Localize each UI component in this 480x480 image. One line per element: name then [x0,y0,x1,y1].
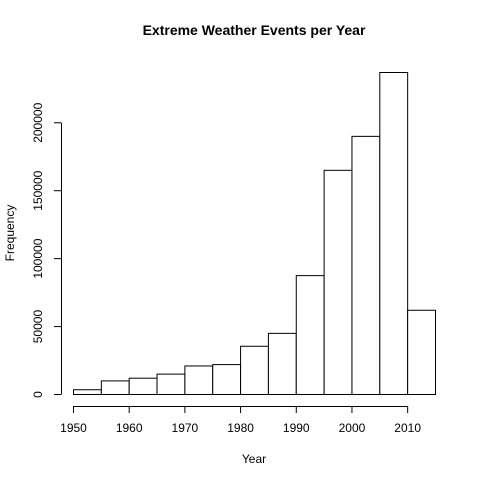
x-tick-label: 2000 [339,421,366,435]
x-tick-label: 1960 [116,421,143,435]
histogram-bar [128,377,158,395]
x-tick-label: 1970 [172,421,199,435]
histogram-bar [379,72,409,395]
x-axis: 1950 1960 1970 1980 1990 2000 2010 [60,406,421,435]
histogram-bar [267,332,297,395]
histogram-bar [295,275,325,395]
x-tick-label: 2010 [394,421,421,435]
x-axis-label: Year [242,452,266,466]
y-tick-label: 50000 [31,310,45,344]
histogram-bar [184,365,214,395]
y-tick-label: 200000 [31,102,45,142]
y-tick-label: 100000 [31,238,45,278]
histogram-bar [351,135,381,395]
y-axis: 0 50000 100000 150000 200000 [31,102,62,398]
bars-group [73,72,436,396]
chart-title: Extreme Weather Events per Year [143,22,366,38]
histogram-bar [100,380,130,396]
x-tick-label: 1990 [283,421,310,435]
y-axis-label: Frequency [3,205,17,262]
histogram-bar [156,373,186,395]
x-tick-label: 1980 [227,421,254,435]
histogram-bar [73,389,102,395]
x-tick-label: 1950 [60,421,87,435]
histogram-bar [407,309,436,395]
histogram-bar [323,169,353,395]
histogram-bar [212,364,242,396]
y-tick-label: 0 [31,391,45,398]
histogram-bar [240,345,269,396]
y-tick-label: 150000 [31,170,45,210]
